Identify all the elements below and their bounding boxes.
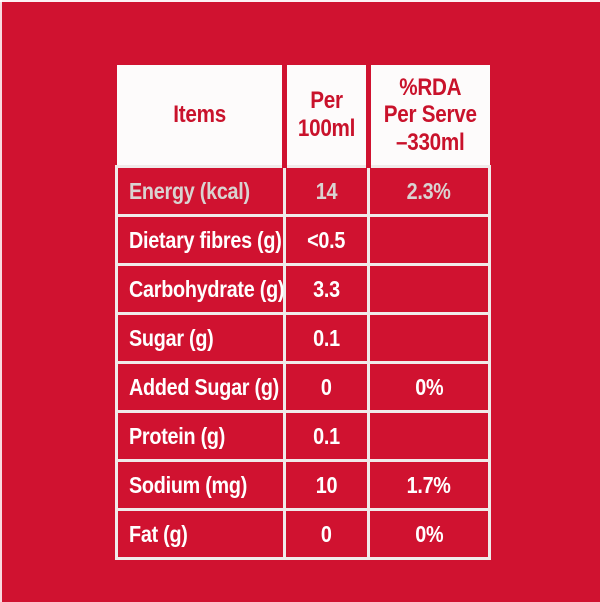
item-label: Sugar (g)	[129, 324, 214, 351]
rda-cell: 1.7%	[367, 459, 491, 511]
per-100ml-value: <0.5	[307, 226, 346, 253]
rda-cell: 0%	[367, 508, 491, 560]
item-cell: Energy (kcal)	[115, 165, 286, 217]
top-edge-line	[0, 0, 600, 2]
item-cell: Added Sugar (g)	[115, 361, 286, 413]
per-100ml-cell: 0	[283, 508, 370, 560]
per-100ml-cell: 0	[283, 361, 370, 413]
per-100ml-cell: 10	[283, 459, 370, 511]
item-label: Carbohydrate (g)	[129, 275, 285, 302]
item-label: Energy (kcal)	[129, 177, 250, 204]
rda-line1: %RDA	[399, 73, 462, 101]
item-cell: Sodium (mg)	[115, 459, 286, 511]
item-cell: Protein (g)	[115, 410, 286, 462]
item-label: Fat (g)	[129, 520, 188, 547]
rda-cell	[367, 263, 491, 315]
per-100ml-value: 0.1	[313, 422, 340, 449]
per-100ml-value: 0	[321, 520, 332, 547]
table-row-sodium: Sodium (mg) 10 1.7%	[115, 459, 491, 511]
rda-cell: 0%	[367, 361, 491, 413]
table-body: Energy (kcal) 14 2.3% Dietary fibres (g)…	[115, 165, 491, 560]
nutrition-table: Items Per 100ml %RDA Per Serve –330ml En…	[115, 65, 491, 560]
per-100ml-cell: 0.1	[283, 312, 370, 364]
rda-value: 0%	[414, 520, 444, 547]
rda-line2: Per Serve	[383, 101, 477, 129]
per-100ml-value: 14	[315, 177, 338, 204]
table-row-protein: Protein (g) 0.1	[115, 410, 491, 462]
left-edge-line	[0, 0, 2, 602]
table-row-carbohydrate: Carbohydrate (g) 3.3	[115, 263, 491, 315]
item-cell: Dietary fibres (g)	[115, 214, 286, 266]
col-header-per-100ml: Per 100ml	[282, 65, 369, 168]
table-header: Items Per 100ml %RDA Per Serve –330ml	[116, 65, 490, 168]
col-header-rda-per-serve: %RDA Per Serve –330ml	[366, 65, 490, 168]
per-100ml-cell: <0.5	[283, 214, 370, 266]
per-100ml-value: 10	[315, 471, 338, 498]
rda-line3: –330ml	[396, 128, 465, 156]
rda-value: 0%	[414, 373, 444, 400]
per-100ml-line2: 100ml	[297, 115, 356, 142]
rda-cell	[367, 410, 491, 462]
table-row-energy: Energy (kcal) 14 2.3%	[115, 165, 491, 217]
rda-value: 2.3%	[406, 177, 452, 204]
item-cell: Fat (g)	[115, 508, 286, 560]
item-label: Protein (g)	[129, 422, 226, 449]
rda-cell	[367, 312, 491, 364]
rda-value: 1.7%	[406, 471, 452, 498]
col-header-items-label: Items	[172, 101, 226, 129]
table-row-added-sugar: Added Sugar (g) 0 0%	[115, 361, 491, 413]
table-row-fat: Fat (g) 0 0%	[115, 508, 491, 560]
col-header-items: Items	[116, 65, 285, 168]
per-100ml-line1: Per	[310, 87, 343, 115]
per-100ml-cell: 14	[283, 165, 370, 217]
rda-cell: 2.3%	[367, 165, 491, 217]
per-100ml-value: 3.3	[313, 275, 340, 302]
table-row-dietary-fibres: Dietary fibres (g) <0.5	[115, 214, 491, 266]
table-row-sugar: Sugar (g) 0.1	[115, 312, 491, 364]
rda-cell	[367, 214, 491, 266]
item-label: Dietary fibres (g)	[129, 226, 282, 253]
header-row: Items Per 100ml %RDA Per Serve –330ml	[116, 65, 490, 168]
per-100ml-cell: 0.1	[283, 410, 370, 462]
item-label: Added Sugar (g)	[129, 373, 279, 400]
per-100ml-value: 0	[321, 373, 332, 400]
item-cell: Carbohydrate (g)	[115, 263, 286, 315]
item-label: Sodium (mg)	[129, 471, 248, 498]
per-100ml-value: 0.1	[313, 324, 340, 351]
item-cell: Sugar (g)	[115, 312, 286, 364]
per-100ml-cell: 3.3	[283, 263, 370, 315]
